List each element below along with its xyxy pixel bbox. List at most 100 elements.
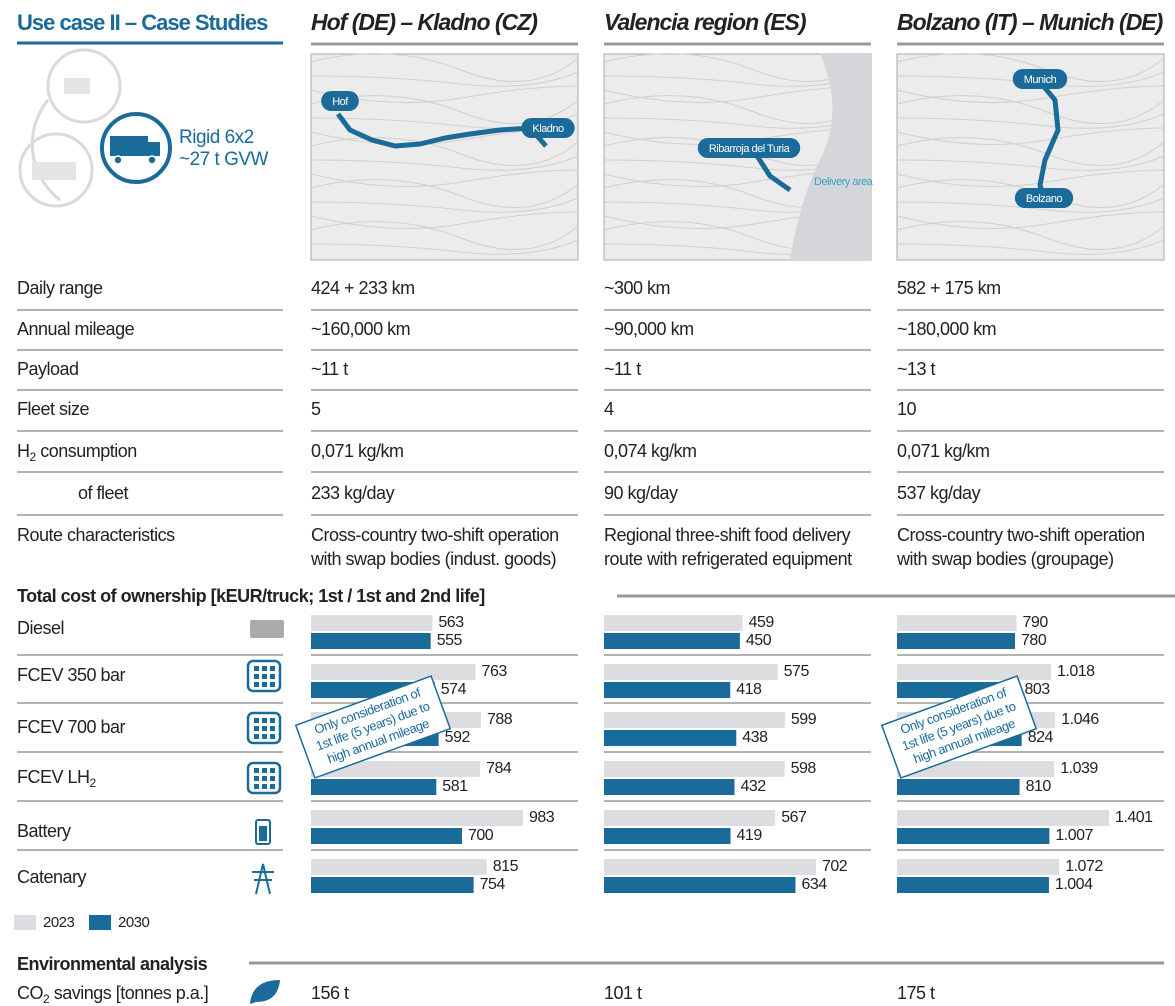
bar-value: 815 [493,858,519,875]
icon [262,784,267,789]
bar-value: 810 [1026,778,1052,795]
bar [897,877,1049,893]
infographic: Use case II – Case Studies Rigid 6x2 ~27… [0,0,1175,1006]
icon [262,682,267,687]
legend-label: 2023 [43,914,75,931]
bar-value: 1.039 [1060,760,1098,777]
spec-value: 5 [311,399,321,419]
case-title: Bolzano (IT) – Munich (DE) [897,9,1163,35]
icon [262,734,267,739]
bar-value: 575 [784,663,810,680]
bar [897,615,1017,631]
env-label-text: CO [17,983,43,1003]
icon [250,620,284,638]
bar-value: 1.046 [1061,711,1099,728]
icon [254,726,259,731]
spec-value: route with refrigerated equipment [604,549,852,569]
bar-value: 599 [791,711,817,728]
legend-swatch [89,915,111,930]
icon [270,784,275,789]
legend-swatch [14,915,36,930]
bar [604,664,778,680]
icon [270,682,275,687]
bar [604,712,785,728]
category-label: Battery [17,821,71,841]
bar [897,633,1015,649]
category-label: FCEV 350 bar [17,665,126,685]
bar-value: 763 [482,663,508,680]
spec-label-text: H [17,441,30,461]
env-label-rest: savings [tonnes p.a.] [49,983,208,1003]
spec-label: Daily range [17,278,103,298]
bar-value: 700 [468,827,494,844]
bar-value: 824 [1028,729,1054,746]
vehicle-icon [20,50,170,206]
page: Use case II – Case Studies Rigid 6x2 ~27… [0,0,1175,1006]
bar-value: 1.072 [1065,858,1103,875]
bar-value: 592 [445,729,471,746]
bar [311,877,474,893]
icon [270,726,275,731]
spec-value: Regional three-shift food delivery [604,525,851,545]
bar [311,633,431,649]
spec-value: 4 [604,399,614,419]
bar-value: 459 [749,614,775,631]
env-value: 156 t [311,983,349,1003]
map-label: Kladno [532,123,564,135]
spec-value: 10 [897,399,917,419]
bar-value: 555 [437,632,463,649]
bar [311,810,523,826]
bar-value: 1.007 [1055,827,1093,844]
bar [604,615,743,631]
bar-value: 754 [480,876,506,893]
spec-value: ~160,000 km [311,319,410,339]
map-label: Delivery area [814,176,874,188]
bar [311,779,436,795]
bar [897,664,1051,680]
env-label: CO2 savings [tonnes p.a.] [17,983,208,1006]
spec-label: Payload [17,359,79,379]
spec-value: ~300 km [604,278,670,298]
spec-value: 0,071 kg/km [311,441,404,461]
spec-value: ~90,000 km [604,319,694,339]
bar-value: 788 [487,711,513,728]
leaf-icon [250,980,280,1004]
spec-value: 233 kg/day [311,483,395,503]
spec-value: ~13 t [897,359,936,379]
bar [897,859,1059,875]
bar-value: 450 [746,632,772,649]
vehicle-type: Rigid 6x2 [179,127,254,148]
category-label: FCEV 700 bar [17,717,126,737]
bar-value: 1.018 [1057,663,1095,680]
env-value: 101 t [604,983,642,1003]
page-title: Use case II – Case Studies [17,10,268,35]
env-value: 175 t [897,983,935,1003]
bar [604,810,775,826]
icon [259,826,267,841]
spec-value: Cross-country two-shift operation [311,525,559,545]
bar [897,810,1109,826]
icon [262,726,267,731]
bar-value: 563 [438,614,464,631]
spec-label: Fleet size [17,399,90,419]
spec-label: H2 consumption [17,441,137,464]
map-label: Munich [1024,74,1057,86]
spec-value: 0,071 kg/km [897,441,990,461]
bar-value: 598 [791,760,817,777]
spec-value: ~180,000 km [897,319,996,339]
bar-value: 419 [737,827,763,844]
spec-value: Cross-country two-shift operation [897,525,1145,545]
bar [604,828,731,844]
icon [254,734,259,739]
spec-value: 90 kg/day [604,483,678,503]
spec-label: Route characteristics [17,525,175,545]
legend-label: 2030 [118,914,150,931]
case-title: Valencia region (ES) [604,9,806,35]
bar [604,859,816,875]
icon [270,768,275,773]
icon [254,718,259,723]
bar-value: 1.004 [1055,876,1093,893]
map [311,54,578,260]
bar [311,664,476,680]
icon [262,666,267,671]
